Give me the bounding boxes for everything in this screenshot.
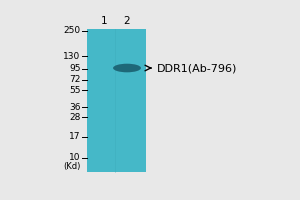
Text: 72: 72 [69,75,80,84]
Bar [88,29,146,172]
Text: 10: 10 [69,153,80,162]
Text: 55: 55 [69,86,80,95]
Text: 1: 1 [100,16,107,26]
Text: 95: 95 [69,64,80,73]
Text: DDR1(Ab-796): DDR1(Ab-796) [157,63,238,73]
Ellipse shape [113,64,141,72]
Text: 28: 28 [69,113,80,122]
Text: 130: 130 [63,52,80,61]
Text: 250: 250 [63,26,80,35]
Text: 36: 36 [69,103,80,112]
Text: (Kd): (Kd) [63,162,80,171]
Text: 17: 17 [69,132,80,141]
Text: 2: 2 [124,16,130,26]
